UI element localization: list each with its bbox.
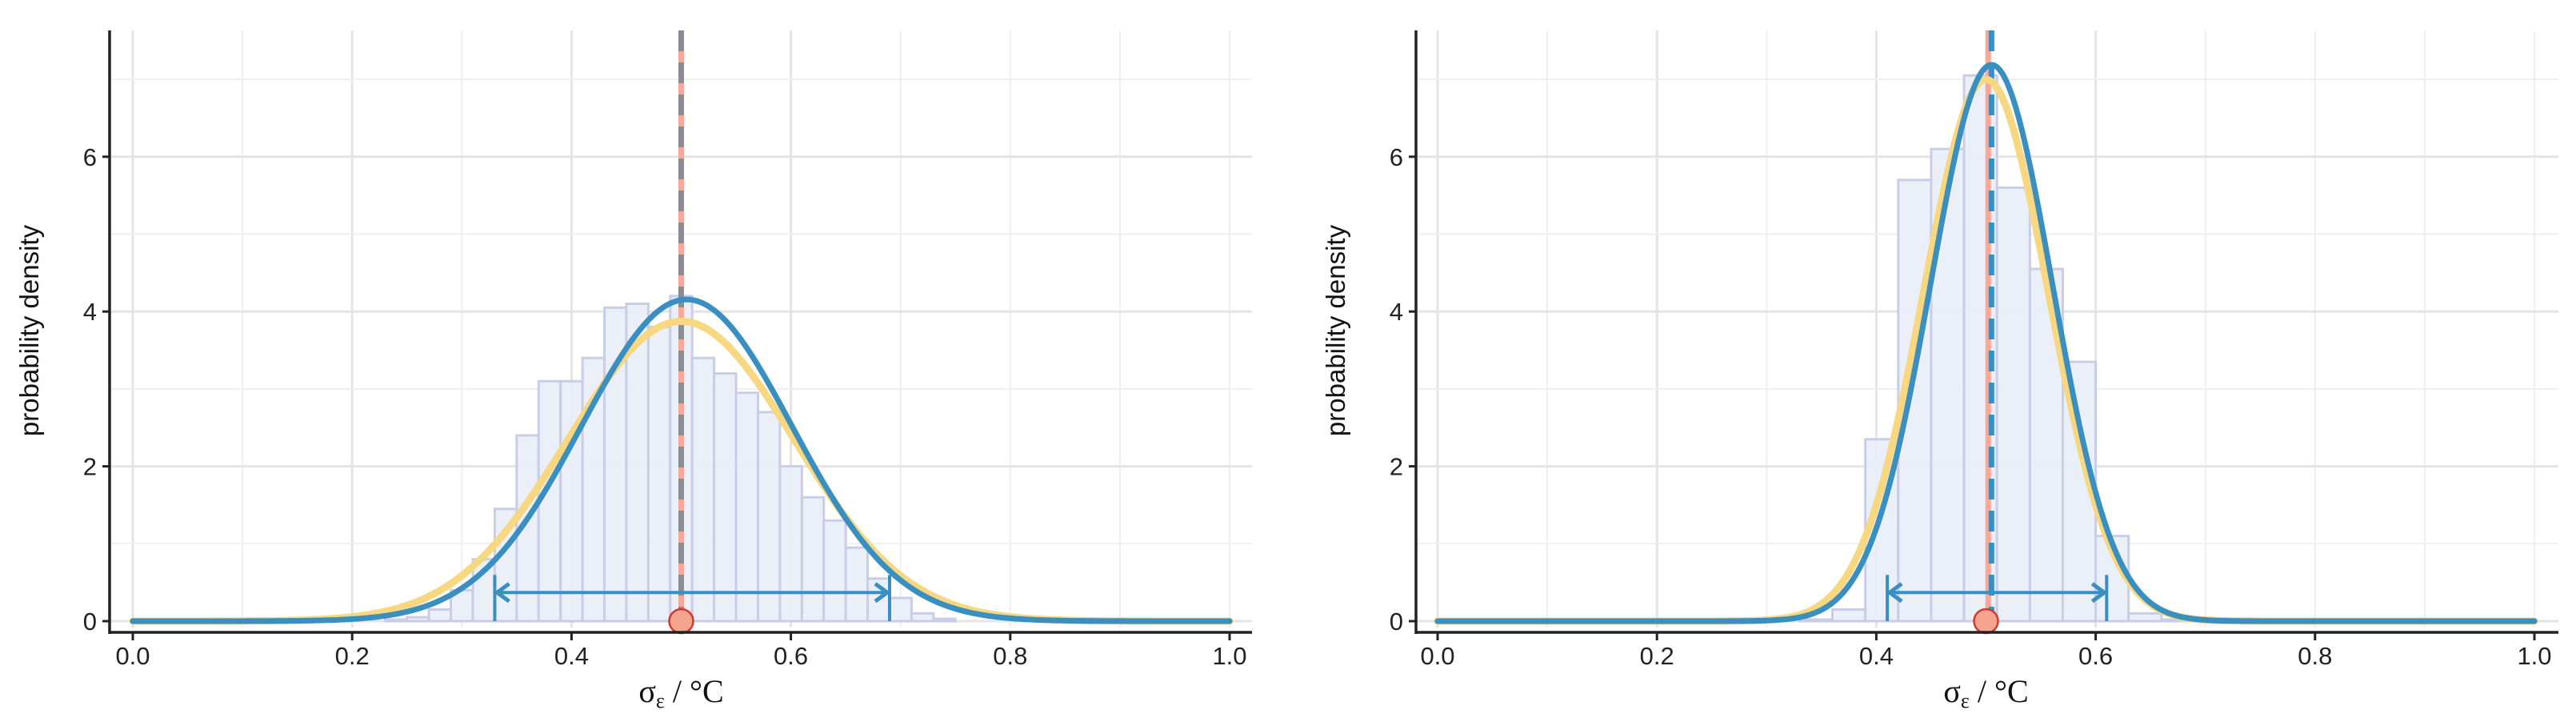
x-tick-label: 0.8 bbox=[993, 642, 1027, 670]
x-axis-unit: / °C bbox=[1970, 673, 2029, 709]
histogram-bar bbox=[1831, 608, 1867, 623]
y-tick-label: 2 bbox=[83, 453, 97, 481]
y-tick-label: 0 bbox=[1390, 608, 1403, 636]
histogram-bar bbox=[932, 617, 957, 623]
x-tick-label: 0.0 bbox=[115, 642, 150, 670]
x-tick-label: 0.8 bbox=[2298, 642, 2332, 670]
histogram-bar bbox=[603, 306, 628, 623]
x-axis-title: σε / °C bbox=[638, 673, 723, 712]
y-tick-label: 6 bbox=[1390, 143, 1403, 171]
x-tick-label: 0.6 bbox=[774, 642, 808, 670]
x-tick-label: 1.0 bbox=[2517, 642, 2551, 670]
histogram-bar bbox=[844, 546, 870, 623]
x-tick-label: 0.4 bbox=[1859, 642, 1894, 670]
y-tick-label: 6 bbox=[83, 143, 97, 171]
y-tick-label: 4 bbox=[1390, 298, 1403, 326]
x-axis-unit: / °C bbox=[665, 673, 724, 709]
histogram-bar bbox=[427, 608, 453, 623]
density-curve-blue bbox=[130, 296, 1233, 624]
histogram-bar bbox=[625, 303, 650, 623]
histogram-bar bbox=[734, 391, 759, 623]
chart-panel-1: 0 2 4 6 0.0 0.2 0.4 0.6 0.8 1.0 probability densit… bbox=[14, 30, 1252, 712]
x-tick-label: 0.2 bbox=[1640, 642, 1674, 670]
y-axis-title: probability density bbox=[14, 224, 44, 436]
arrowhead-left bbox=[1886, 582, 1903, 604]
y-tick-label: 4 bbox=[83, 298, 97, 326]
density-curve-blue bbox=[1434, 62, 2538, 624]
y-axis-title: probability density bbox=[1321, 224, 1350, 436]
x-axis-symbol: σ bbox=[1943, 673, 1961, 709]
arrowhead-left bbox=[494, 582, 510, 604]
histogram-bar bbox=[406, 616, 430, 623]
histogram-bar bbox=[383, 618, 409, 623]
histogram-bar bbox=[756, 411, 782, 623]
x-tick-label: 0.6 bbox=[2078, 642, 2113, 670]
histogram-bar bbox=[888, 596, 913, 623]
true-value-point bbox=[668, 608, 694, 635]
histogram-bar bbox=[646, 326, 672, 623]
y-tick-label: 0 bbox=[83, 608, 97, 636]
x-tick-label: 0.0 bbox=[1420, 642, 1454, 670]
histogram-bar bbox=[1962, 74, 1998, 623]
x-tick-label: 0.4 bbox=[554, 642, 589, 670]
y-tick-label: 2 bbox=[1390, 453, 1403, 481]
x-axis-symbol: σ bbox=[638, 673, 656, 709]
x-axis-title: σε / °C bbox=[1943, 673, 2028, 712]
histogram-bar bbox=[822, 519, 847, 623]
true-value-point bbox=[1973, 608, 1999, 635]
credible-interval bbox=[493, 575, 891, 621]
histogram-bar bbox=[1995, 186, 2031, 623]
histogram-bar bbox=[690, 356, 716, 623]
histogram-bar bbox=[800, 495, 826, 623]
x-axis-subscript: ε bbox=[656, 689, 665, 712]
x-tick-label: 1.0 bbox=[1212, 642, 1246, 670]
histogram-bar bbox=[1798, 618, 1834, 623]
x-axis-subscript: ε bbox=[1961, 689, 1970, 712]
chart-panel-2: 0 2 4 6 0.0 0.2 0.4 0.6 0.8 1.0 probability densit… bbox=[1321, 30, 2558, 712]
x-tick-label: 0.2 bbox=[335, 642, 370, 670]
arrowhead-right bbox=[874, 582, 891, 604]
histogram-bar bbox=[910, 612, 935, 623]
histogram-bar bbox=[713, 372, 738, 623]
histogram-bar bbox=[2127, 612, 2163, 623]
credible-interval bbox=[1886, 575, 2109, 621]
histogram-bar bbox=[778, 465, 803, 623]
arrowhead-right bbox=[2090, 582, 2108, 604]
